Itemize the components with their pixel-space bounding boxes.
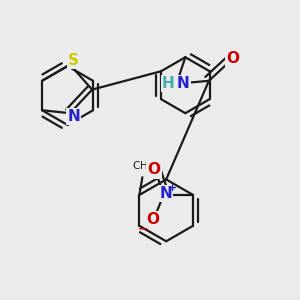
Text: N: N (67, 109, 80, 124)
Text: N: N (159, 186, 172, 201)
Text: +: + (168, 182, 178, 193)
Text: O: O (226, 51, 239, 66)
Text: O: O (146, 212, 159, 227)
Text: CH$_3$: CH$_3$ (132, 159, 153, 173)
Text: N: N (177, 76, 189, 91)
Text: H: H (162, 76, 175, 91)
Text: O: O (147, 162, 160, 177)
Text: S: S (68, 53, 79, 68)
Text: −: − (138, 222, 148, 235)
